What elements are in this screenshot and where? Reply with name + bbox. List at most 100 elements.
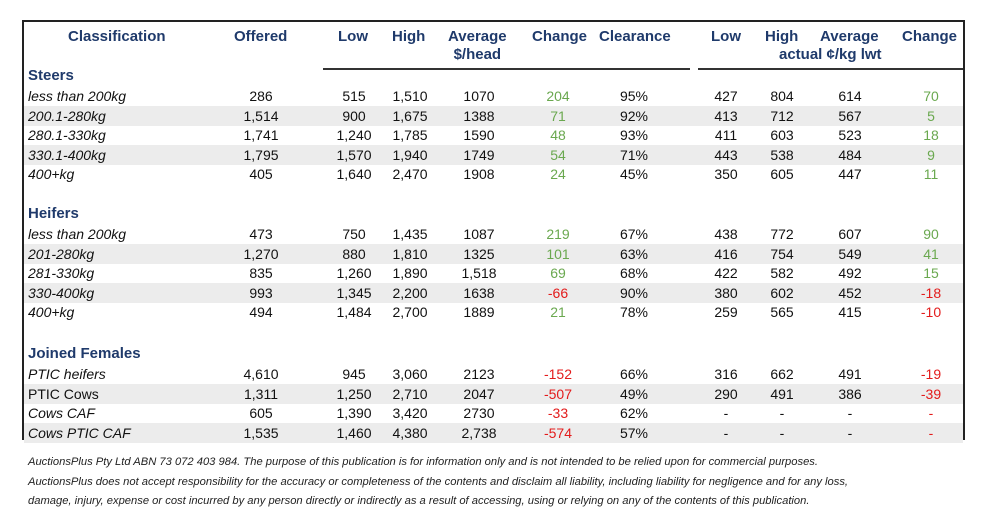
kg-high-cell: - [779,405,785,421]
kg-change-cell: 18 [923,127,939,143]
kg-change-cell: -10 [920,304,942,320]
header-offered: Offered [234,28,288,45]
table-row: 400+kg 494 1,484 2,700 1889 21 78% 259 565 415 -10 [24,302,963,322]
header-kg-average: Average [820,28,879,45]
kg-low-cell: 438 [714,226,738,242]
kg-low-cell: 411 [714,127,738,143]
change-cell: 219 [546,226,570,242]
kg-high-cell: 804 [770,88,794,104]
kg-high-cell: 662 [770,366,794,382]
disclaimer-line-1: AuctionsPlus Pty Ltd ABN 73 072 403 984.… [28,456,819,468]
kg-change-cell: - [928,424,934,441]
kg-change-cell: 90 [923,226,939,242]
table-row: 281-330kg 835 1,260 1,890 1,518 69 68% 422 582 49… [24,263,963,283]
kg-low-cell: 416 [714,245,738,262]
clearance-cell: 62% [619,405,649,421]
kg-high-cell: 538 [770,146,794,163]
kg-low-cell: 316 [714,366,738,382]
offered-cell: 993 [249,284,273,301]
change-cell: -507 [543,385,573,402]
change-cell: 204 [546,88,570,104]
classification-cell: less than 200kg [28,226,127,242]
change-cell: 54 [550,146,566,163]
kg-low-cell: 427 [714,88,738,104]
header-high: High [392,28,426,45]
disclaimer-line-2: AuctionsPlus does not accept responsibil… [28,475,849,488]
table-row: 201-280kg 1,270 880 1,810 1325 101 63% 416 754 54… [24,243,963,264]
kg-change-cell: -19 [920,366,942,382]
kg-change-cell: 5 [927,107,935,124]
clearance-cell: 93% [619,127,649,143]
classification-cell: 281-330kg [28,265,95,281]
kg-average-cell: 549 [838,245,862,262]
kg-average-cell: 567 [838,107,862,124]
kg-change-cell: 15 [923,265,939,281]
classification-cell: 280.1-330kg [28,127,106,143]
kg-average-cell: 447 [838,166,862,182]
kg-low-cell: 350 [714,166,738,182]
clearance-cell: 63% [619,245,649,262]
clearance-cell: 45% [619,166,649,182]
clearance-cell: 68% [619,265,649,281]
clearance-cell: 71% [619,146,649,163]
header-average-line1: Average [448,28,507,45]
change-cell: -33 [547,405,569,421]
table-row: Cows PTIC CAF 1,535 1,460 4,380 2,738 -574 57%… [24,422,963,443]
section-title: Steers [28,67,74,84]
table-row: less than 200kg 286 515 1,510 1070 204 95% 427 8… [24,86,963,106]
kg-low-cell: 259 [714,304,738,320]
average-cell: 2047 [463,385,495,402]
low-cell: 750 [342,226,366,242]
kg-average-cell: 386 [838,385,862,402]
average-cell: 1749 [463,146,495,163]
table-row: PTIC Cows 1,311 1,250 2,710 2047 -507 49% 290 49… [24,383,963,404]
low-cell: 515 [342,88,366,104]
high-cell: 1,435 [392,226,428,242]
clearance-cell: 95% [619,88,649,104]
table-row: 330.1-400kg 1,795 1,570 1,940 1749 54 71% 443 53… [24,144,963,165]
kg-average-cell: - [847,424,853,441]
offered-cell: 286 [249,88,273,104]
low-cell: 1,345 [336,284,372,301]
average-cell: 1,518 [461,265,497,281]
table-row: 200.1-280kg 1,514 900 1,675 1388 71 92% 413 712 5… [24,105,963,126]
kg-average-cell: 614 [838,88,862,104]
kg-high-cell: 602 [770,284,794,301]
kg-high-cell: 772 [770,226,794,242]
clearance-cell: 92% [619,107,649,124]
kg-high-cell: 603 [770,127,794,143]
high-cell: 4,380 [392,424,428,441]
low-cell: 1,390 [336,405,372,421]
kg-change-cell: 41 [923,245,939,262]
classification-cell: Cows PTIC CAF [28,424,131,441]
kg-average-cell: 415 [838,304,862,320]
average-cell: 2123 [463,366,495,382]
offered-cell: 1,311 [244,385,278,402]
header-kg-low: Low [711,28,741,45]
kg-average-cell: 492 [838,265,862,281]
classification-cell: 200.1-280kg [28,107,106,124]
classification-cell: 400+kg [28,304,75,320]
classification-cell: Cows CAF [28,405,95,421]
header-kg-unit: actual ¢/kg lwt [779,46,882,63]
kg-change-cell: 11 [923,166,939,182]
low-cell: 945 [342,366,366,382]
high-cell: 1,510 [392,88,428,104]
header-average-line2: $/head [453,46,502,63]
change-cell: 69 [550,265,566,281]
average-cell: 1889 [463,304,495,320]
average-cell: 1325 [463,245,495,262]
offered-cell: 473 [249,226,273,242]
clearance-cell: 90% [619,284,649,301]
clearance-cell: 67% [619,226,649,242]
average-cell: 1070 [463,88,495,104]
kg-low-cell: 422 [714,265,738,281]
table-row: PTIC heifers 4,610 945 3,060 2123 -152 66% 316 6… [24,364,963,384]
high-cell: 3,420 [392,405,428,421]
offered-cell: 835 [249,265,273,281]
average-cell: 1388 [463,107,495,124]
clearance-cell: 78% [619,304,649,320]
classification-cell: 201-280kg [28,245,95,262]
low-cell: 900 [342,107,366,124]
price-table: Classification Offered Low High Average … [22,20,965,443]
